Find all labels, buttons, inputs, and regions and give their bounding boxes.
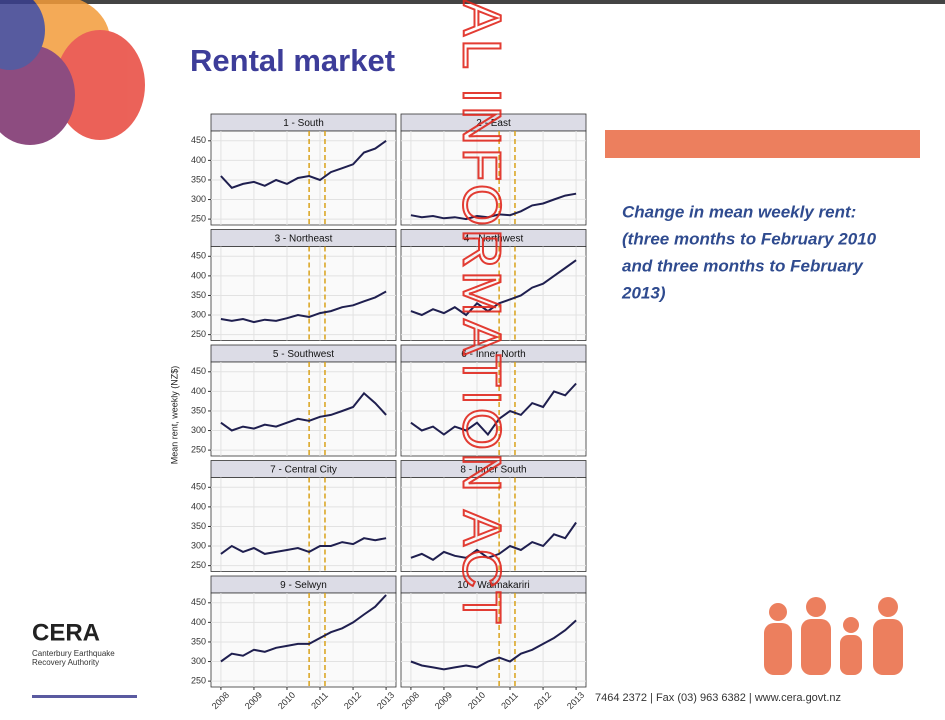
y-tick-label: 350	[191, 405, 206, 415]
panel-title: 7 - Central City	[270, 465, 337, 476]
facet-panel: 5 - Southwest 250 300 350 400 450	[191, 344, 397, 457]
description-line: (three months to February 2010	[622, 229, 877, 248]
panel-title: 6 - Inner North	[461, 349, 525, 360]
data-line	[410, 192, 577, 221]
body	[801, 619, 831, 675]
panel-title: 8 - Inner South	[460, 465, 526, 476]
body	[840, 635, 862, 675]
plot-area	[210, 361, 397, 457]
y-tick-label: 400	[191, 270, 206, 280]
y-tick-label: 450	[191, 366, 206, 376]
logo-rule	[32, 695, 137, 698]
facet-panel: 8 - Inner South	[400, 460, 587, 572]
y-tick-label: 400	[191, 501, 206, 511]
footer: 7464 2372 | Fax (03) 963 6382 | www.cera…	[595, 692, 841, 704]
watermark: AL INFORMATION ACT	[452, 0, 512, 627]
plot-area	[210, 246, 397, 341]
data-line	[410, 619, 577, 671]
y-tick-label: 450	[191, 597, 206, 607]
plot-area	[400, 592, 587, 688]
y-tick-label: 300	[191, 194, 206, 204]
panel-title: 5 - Southwest	[273, 349, 334, 360]
data-line	[410, 259, 577, 317]
head	[878, 597, 898, 617]
panel-title: 1 - South	[283, 118, 324, 129]
y-tick-label: 400	[191, 386, 206, 396]
top-edge	[0, 0, 945, 4]
panel-title: 10 - Waimakariri	[457, 580, 529, 591]
head	[806, 597, 826, 617]
y-tick-label: 300	[191, 309, 206, 319]
y-tick-label: 350	[191, 290, 206, 300]
facet-panel: 3 - Northeast 250 300 350 400 450	[191, 229, 397, 341]
y-tick-label: 400	[191, 155, 206, 165]
plot-area	[400, 130, 587, 226]
petals	[0, 0, 145, 145]
y-tick-label: 400	[191, 617, 206, 627]
panel-title: 2 - East	[476, 118, 511, 129]
y-tick-label: 350	[191, 521, 206, 531]
facet-panel: 1 - South 250 300 350 400 450	[191, 113, 397, 226]
body	[764, 623, 792, 675]
description-line: and three months to February	[622, 256, 864, 275]
data-line	[220, 594, 387, 663]
data-line	[220, 537, 387, 555]
body	[873, 619, 903, 675]
data-line	[410, 382, 577, 437]
y-tick-label: 300	[191, 425, 206, 435]
facet-panel: 2 - East	[400, 113, 587, 226]
faceted-chart: 1 - South 250 300 350 400 450 2 - East 3 - Nort…	[191, 113, 587, 711]
petal	[55, 30, 145, 140]
y-tick-label: 250	[191, 329, 206, 339]
head	[843, 617, 859, 633]
panel-title: 3 - Northeast	[275, 234, 333, 245]
panel-title: 4 - Northwest	[464, 234, 524, 245]
petal	[0, 45, 75, 145]
y-axis-label: Mean rent, weekly (NZ$)	[169, 366, 179, 465]
data-line	[220, 391, 387, 432]
facet-panel: 7 - Central City 250 300 350 400 450	[191, 460, 397, 572]
y-tick-label: 300	[191, 540, 206, 550]
y-tick-label: 250	[191, 560, 206, 570]
y-tick-label: 300	[191, 656, 206, 666]
y-tick-label: 450	[191, 482, 206, 492]
accent-bar	[605, 130, 920, 158]
slide-title: Rental market	[190, 43, 395, 78]
family-icon	[764, 597, 903, 675]
panel-title: 9 - Selwyn	[280, 580, 327, 591]
y-tick-label: 250	[191, 445, 206, 455]
petal	[0, 0, 45, 70]
plot-area	[400, 246, 587, 341]
plot-area	[400, 361, 587, 457]
y-tick-label: 250	[191, 676, 206, 686]
logo-line: Recovery Authority	[32, 658, 99, 667]
logo-line: Canterbury Earthquake	[32, 649, 115, 658]
head	[769, 603, 787, 621]
y-tick-label: 250	[191, 214, 206, 224]
description-line: Change in mean weekly rent:	[622, 202, 856, 221]
logo: CERA Canterbury Earthquake Recovery Auth…	[32, 619, 137, 698]
facet-panel: 4 - Northwest	[400, 229, 587, 341]
logo-name: CERA	[32, 619, 100, 646]
data-line	[410, 521, 577, 561]
description-line: 2013)	[621, 283, 666, 302]
data-line	[220, 139, 387, 189]
data-line	[220, 290, 387, 324]
y-tick-label: 450	[191, 251, 206, 261]
y-tick-label: 450	[191, 135, 206, 145]
y-tick-label: 350	[191, 174, 206, 184]
plot-area	[210, 477, 397, 572]
plot-area	[210, 592, 397, 688]
y-tick-label: 350	[191, 636, 206, 646]
description: Change in mean weekly rent: (three month…	[621, 202, 877, 302]
facet-panel: 6 - Inner North	[400, 344, 587, 457]
